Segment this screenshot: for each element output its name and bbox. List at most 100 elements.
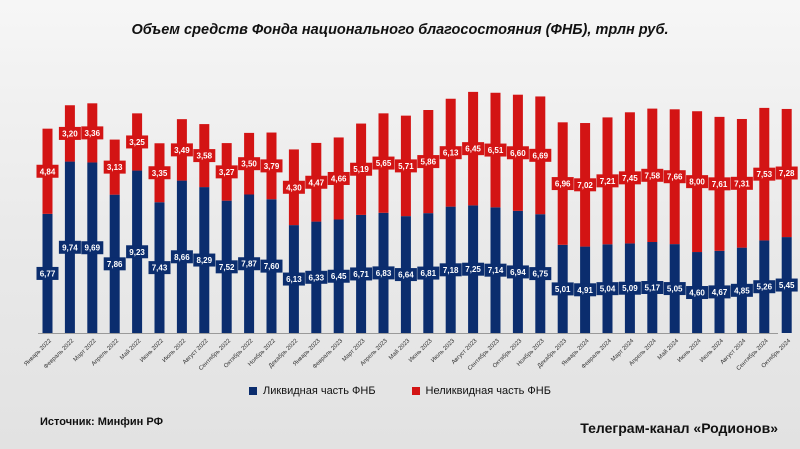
data-label-illiquid: 6,45 bbox=[465, 145, 481, 154]
data-label-liquid-box bbox=[417, 266, 440, 280]
data-label-illiquid-box bbox=[708, 177, 731, 191]
data-label-illiquid-box bbox=[103, 160, 126, 174]
data-label-liquid: 8,29 bbox=[197, 256, 213, 265]
data-label-liquid-box bbox=[574, 283, 597, 297]
data-label-illiquid: 5,71 bbox=[398, 162, 414, 171]
data-label-illiquid: 7,61 bbox=[712, 180, 728, 189]
data-label-liquid-box bbox=[350, 267, 373, 281]
data-label-illiquid: 3,27 bbox=[219, 168, 235, 177]
data-label-illiquid-box bbox=[484, 143, 507, 157]
data-label-illiquid: 3,25 bbox=[129, 138, 145, 147]
data-label-liquid-box bbox=[148, 261, 171, 275]
data-label-liquid-box bbox=[103, 257, 126, 271]
data-label-liquid-box bbox=[193, 253, 216, 267]
data-label-illiquid-box bbox=[260, 159, 283, 173]
data-label-illiquid-box bbox=[126, 135, 149, 149]
data-label-liquid: 6,33 bbox=[309, 273, 325, 282]
data-label-illiquid-box bbox=[462, 142, 485, 156]
data-label-liquid: 7,25 bbox=[465, 265, 481, 274]
data-label-liquid: 4,85 bbox=[734, 286, 750, 295]
data-label-illiquid-box bbox=[193, 149, 216, 163]
data-label-illiquid-box bbox=[81, 126, 104, 140]
data-label-liquid-box bbox=[58, 240, 81, 254]
data-label-illiquid: 7,28 bbox=[779, 169, 795, 178]
data-label-liquid: 9,23 bbox=[129, 248, 145, 257]
data-label-liquid-box bbox=[641, 281, 664, 295]
data-label-illiquid-box bbox=[529, 148, 552, 162]
data-label-illiquid-box bbox=[753, 167, 776, 181]
source-note: Источник: Минфин РФ bbox=[40, 416, 163, 428]
data-label-illiquid: 3,35 bbox=[152, 169, 168, 178]
data-label-liquid-box bbox=[126, 245, 149, 259]
data-label-liquid-box bbox=[260, 259, 283, 273]
data-label-illiquid-box bbox=[618, 171, 641, 185]
x-tick-label: Май 2022 bbox=[119, 337, 143, 361]
data-label-illiquid: 3,20 bbox=[62, 129, 78, 138]
data-label-illiquid-box bbox=[686, 175, 709, 189]
channel-credit: Телеграм-канал «Родионов» bbox=[580, 420, 778, 436]
data-label-illiquid-box bbox=[282, 180, 305, 194]
data-label-illiquid: 5,19 bbox=[353, 165, 369, 174]
data-label-illiquid: 4,84 bbox=[40, 167, 56, 176]
data-label-liquid-box bbox=[551, 282, 574, 296]
data-label-illiquid: 3,49 bbox=[174, 146, 190, 155]
data-label-liquid-box bbox=[439, 263, 462, 277]
data-label-liquid-box bbox=[170, 250, 193, 264]
data-label-illiquid-box bbox=[327, 171, 350, 185]
data-label-liquid: 6,77 bbox=[40, 269, 56, 278]
data-label-liquid: 5,17 bbox=[645, 284, 661, 293]
data-label-illiquid-box bbox=[417, 155, 440, 169]
data-label-liquid-box bbox=[596, 282, 619, 296]
data-label-liquid: 4,60 bbox=[689, 289, 705, 298]
data-label-liquid-box bbox=[753, 280, 776, 294]
legend-label-liquid: Ликвидная часть ФНБ bbox=[263, 385, 376, 397]
legend-item-illiquid: Неликвидная часть ФНБ bbox=[411, 385, 551, 397]
data-label-illiquid-box bbox=[596, 174, 619, 188]
data-label-liquid-box bbox=[394, 268, 417, 282]
data-label-illiquid: 7,21 bbox=[600, 177, 616, 186]
data-label-illiquid: 7,53 bbox=[757, 170, 773, 179]
data-label-illiquid: 7,02 bbox=[577, 181, 593, 190]
data-label-liquid-box bbox=[529, 267, 552, 281]
legend-swatch-illiquid bbox=[411, 387, 420, 395]
data-label-illiquid: 6,96 bbox=[555, 180, 571, 189]
data-label-liquid-box bbox=[775, 278, 798, 292]
chart-title: Объем средств Фонда национального благос… bbox=[131, 22, 669, 38]
data-label-liquid: 9,74 bbox=[62, 243, 78, 252]
data-label-illiquid: 6,69 bbox=[533, 151, 549, 160]
data-label-liquid-box bbox=[327, 269, 350, 283]
data-label-liquid-box bbox=[372, 266, 395, 280]
data-label-illiquid-box bbox=[305, 175, 328, 189]
data-label-liquid: 6,71 bbox=[353, 270, 369, 279]
data-label-illiquid: 7,45 bbox=[622, 174, 638, 183]
data-label-illiquid: 8,00 bbox=[689, 178, 705, 187]
data-label-illiquid: 3,79 bbox=[264, 162, 280, 171]
data-label-illiquid-box bbox=[372, 156, 395, 170]
data-label-illiquid: 6,13 bbox=[443, 149, 459, 158]
data-label-liquid: 7,87 bbox=[241, 260, 257, 269]
data-label-illiquid-box bbox=[775, 166, 798, 180]
data-label-liquid: 6,64 bbox=[398, 271, 414, 280]
data-label-illiquid: 3,36 bbox=[85, 129, 101, 138]
data-label-liquid-box bbox=[708, 285, 731, 299]
legend-swatch-liquid bbox=[249, 387, 258, 395]
data-label-illiquid-box bbox=[574, 178, 597, 192]
data-label-liquid: 4,91 bbox=[577, 286, 593, 295]
data-label-liquid: 7,52 bbox=[219, 263, 235, 272]
data-label-illiquid-box bbox=[148, 166, 171, 180]
data-label-liquid: 6,45 bbox=[331, 272, 347, 281]
data-label-illiquid-box bbox=[439, 146, 462, 160]
data-label-liquid-box bbox=[282, 272, 305, 286]
legend: Ликвидная часть ФНБ Неликвидная часть ФН… bbox=[0, 385, 800, 397]
data-label-illiquid: 4,30 bbox=[286, 183, 302, 192]
data-label-liquid: 5,45 bbox=[779, 281, 795, 290]
data-label-liquid: 7,14 bbox=[488, 266, 504, 275]
data-label-illiquid-box bbox=[170, 143, 193, 157]
data-label-liquid: 5,09 bbox=[622, 284, 638, 293]
data-label-liquid: 4,67 bbox=[712, 288, 728, 297]
x-tick-label: Май 2024 bbox=[656, 337, 680, 361]
data-label-liquid: 6,83 bbox=[376, 269, 392, 278]
data-label-liquid: 6,13 bbox=[286, 275, 302, 284]
data-label-illiquid-box bbox=[551, 177, 574, 191]
